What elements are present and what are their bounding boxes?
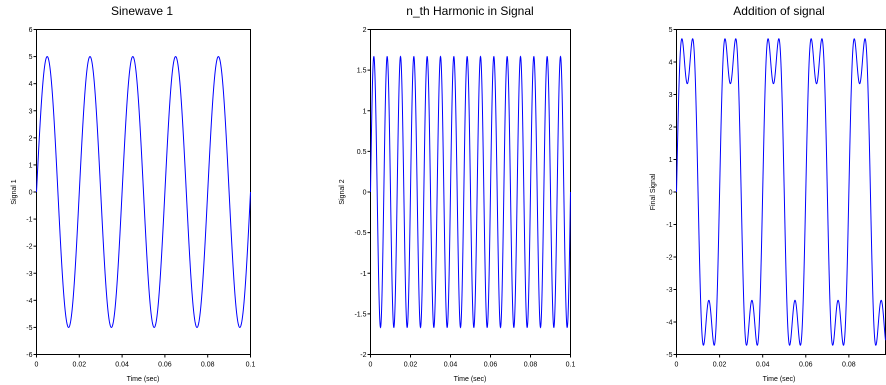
y-axis-ticks: -6 -5 -4 -3 -2 -1 0 1 2 3 4 5 6 [26,27,37,359]
x-axis-ticks: 0 0.02 0.04 0.06 0.08 0.1 [369,354,576,369]
y-tick-label: -1 [26,217,32,224]
y-tick-label: -4 [26,298,32,305]
y-tick-label: -3 [26,271,32,278]
y-tick-label: 3 [669,92,673,99]
x-tick-label: 0.02 [713,362,727,369]
subplot-addition-of-signal: Addition of signal 0 0.02 0.04 0.06 0.08 -5-… [650,4,886,383]
x-tick-label: 0.02 [72,362,86,369]
x-tick-label: 0 [369,362,373,369]
y-tick-label: 1.5 [357,68,367,75]
x-axis-label: Time (sec) [454,376,487,383]
chart-title: Addition of signal [733,4,824,18]
y-tick-label: 4 [669,60,673,67]
chart-title: Sinewave 1 [111,4,173,18]
series-line [36,56,251,328]
x-tick-label: 0.06 [484,362,498,369]
y-axis-ticks: -5 -4 -3 -2 -1 0 1 2 3 4 5 [666,27,677,359]
y-tick-label: 1 [669,157,673,164]
subplot-nth-harmonic: n_th Harmonic in Signal 0 0.02 0.04 0.06 0.0… [339,4,575,383]
x-tick-label: 0.08 [524,362,538,369]
x-tick-label: 0 [675,362,679,369]
x-tick-label: 0.08 [842,362,856,369]
y-tick-label: 1 [29,162,33,169]
y-tick-label: 5 [669,27,673,34]
y-axis-label: Signal 2 [339,179,346,204]
y-tick-label: 0 [669,190,673,197]
y-tick-label: 1 [363,108,367,115]
x-tick-label: 0.02 [404,362,418,369]
y-tick-label: 3 [29,108,33,115]
series-line [370,55,571,329]
y-tick-label: 2 [363,27,367,34]
y-tick-label: -3 [666,287,672,294]
y-tick-label: -0.5 [354,230,366,237]
y-tick-label: -2 [666,255,672,262]
y-tick-label: -1 [360,271,366,278]
y-tick-label: -4 [666,320,672,327]
x-tick-label: 0.06 [799,362,813,369]
y-tick-label: 5 [29,54,33,61]
x-tick-label: 0.1 [246,362,256,369]
y-tick-label: -1.5 [354,311,366,318]
y-tick-label: -5 [666,352,672,359]
series-line [676,38,886,346]
x-axis-ticks: 0 0.02 0.04 0.06 0.08 0.1 [35,354,256,369]
chart-title: n_th Harmonic in Signal [406,4,533,18]
y-tick-label: 0 [363,190,367,197]
y-tick-label: -1 [666,222,672,229]
y-axis-label: Signal 1 [11,179,18,204]
y-tick-label: 2 [669,125,673,132]
y-axis-ticks: -2 -1.5 -1 -0.5 0 0.5 1 1.5 2 [354,27,371,359]
x-tick-label: 0.1 [566,362,576,369]
x-axis-ticks: 0 0.02 0.04 0.06 0.08 [675,354,856,369]
y-tick-label: 0 [29,190,33,197]
y-axis-label: Final Signal [650,173,657,210]
x-tick-label: 0.08 [201,362,215,369]
y-tick-label: -2 [26,244,32,251]
x-axis-label: Time (sec) [127,376,160,383]
subplot-sinewave-1: Sinewave 1 0 0.02 0.04 0.06 0.08 0.1 -6 -5 -4 -3… [11,4,255,383]
y-tick-label: 6 [29,27,33,34]
y-tick-label: 2 [29,135,33,142]
x-axis-label: Time (sec) [763,376,796,383]
y-tick-label: -2 [360,352,366,359]
x-tick-label: 0.04 [444,362,458,369]
y-tick-label: -5 [26,325,32,332]
y-tick-label: 0.5 [357,149,367,156]
x-tick-label: 0.04 [756,362,770,369]
x-tick-label: 0 [35,362,39,369]
y-tick-label: -6 [26,352,32,359]
x-tick-label: 0.04 [115,362,129,369]
y-tick-label: 4 [29,81,33,88]
x-tick-label: 0.06 [158,362,172,369]
